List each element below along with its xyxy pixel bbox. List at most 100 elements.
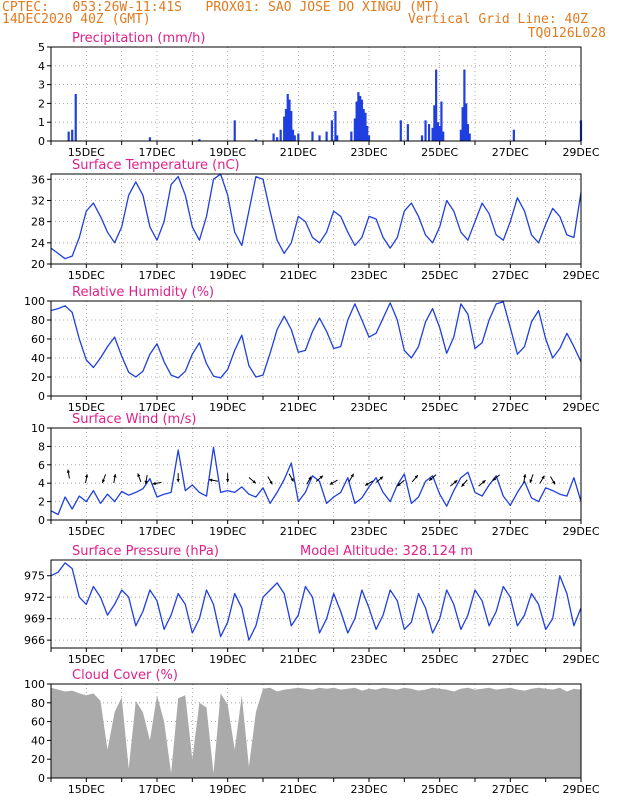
temperature-ytick-label: 36 [31,173,45,186]
precipitation-ytick-label: 2 [38,97,45,110]
pressure-xtick-label: 23DEC [350,653,387,666]
wind-arrow [539,475,545,484]
temperature-xtick-label: 17DEC [138,269,175,282]
precipitation-bar [436,122,439,141]
pressure-xtick-label: 15DEC [68,653,105,666]
precipitation-bar [357,92,360,141]
temperature-xtick-label: 25DEC [421,269,458,282]
wind-arrow [66,469,71,479]
precipitation-bar [334,110,337,141]
wind-xtick-label: 15DEC [68,525,105,538]
precipitation-bar [427,124,431,141]
cloud-ytick-label: 60 [31,716,45,729]
header-location: CPTEC: 053:26W-11:41S PROX01: SAO JOSE D… [2,0,441,15]
header-vertical-grid: Vertical Grid Line: 40Z [407,12,588,27]
humidity-xtick-label: 15DEC [68,401,105,414]
precipitation-bar [350,131,353,141]
pressure-xtick-label: 27DEC [492,653,529,666]
precipitation-bar [286,94,289,141]
cloud-xtick-label: 21DEC [280,783,317,796]
wind-arrow [450,479,458,487]
temperature-series-line [50,173,582,260]
wind-arrow [492,474,500,481]
humidity-xtick-label: 25DEC [421,401,458,414]
wind-arrow [523,474,527,484]
precipitation-bar [420,135,424,141]
precipitation-bar [367,135,371,141]
cloud-title: Cloud Cover (%) [72,668,178,683]
wind-series-line [50,446,582,516]
cloud-xtick-label: 23DEC [350,783,387,796]
wind-arrow [209,478,219,482]
wind-arrow [550,476,556,485]
humidity-ytick-label: 100 [24,295,45,308]
precipitation-bar [318,135,321,141]
cloud-frame [50,683,582,779]
humidity-xtick-label: 19DEC [209,401,246,414]
cloud-ytick-label: 40 [31,734,45,747]
precipitation-bar [297,133,300,141]
precipitation-bar [364,112,367,141]
wind-title: Surface Wind (m/s) [72,412,196,427]
precipitation-bar [440,101,443,141]
pressure-title: Surface Pressure (hPa) [72,544,219,559]
pressure-xtick-label: 19DEC [209,653,246,666]
wind-arrow [225,473,230,483]
precipitation-bar [336,135,339,141]
cloud-xtick-label: 25DEC [421,783,458,796]
precipitation-bar [67,131,70,141]
precipitation-bar [279,129,282,141]
temperature-xtick-label: 29DEC [562,269,599,282]
temperature-ytick-label: 32 [31,194,45,207]
wind-xtick-label: 21DEC [280,525,317,538]
precipitation-bar [254,139,258,141]
wind-arrow [375,476,384,483]
wind-xtick-label: 25DEC [421,525,458,538]
wind-arrow [113,474,117,484]
precipitation-bar [406,124,409,141]
wind-arrow [288,473,294,482]
precipitation-xtick-label: 27DEC [492,146,529,159]
wind-xtick-label: 27DEC [492,525,529,538]
precipitation-bar [435,69,438,141]
precipitation-bar [442,131,445,141]
wind-arrow [176,473,180,483]
precipitation-bar [355,101,358,141]
cloud-xtick-label: 19DEC [209,783,246,796]
pressure-panel: Surface Pressure (hPa) Model Altitude: 32… [24,544,600,666]
precipitation-bar [198,139,201,141]
wind-arrow [306,476,312,485]
precipitation-bar [325,131,328,141]
humidity-ytick-label: 20 [31,371,45,384]
wind-arrow [364,480,374,486]
precipitation-bar [466,124,470,141]
precipitation-xtick-label: 29DEC [562,146,599,159]
wind-arrow [348,473,355,482]
wind-xtick-label: 23DEC [350,525,387,538]
precipitation-xtick-label: 15DEC [68,146,105,159]
humidity-ytick-label: 60 [31,333,45,346]
temperature-title: Surface Temperature (nC) [72,158,240,173]
precipitation-bar [272,133,275,141]
wind-ytick-label: 8 [38,440,45,453]
precipitation-bar [233,120,236,141]
cloud-ytick-label: 0 [38,772,45,785]
wind-arrow [411,474,419,483]
temperature-xtick-label: 21DEC [280,269,317,282]
precipitation-bar [330,120,333,141]
precipitation-ytick-label: 0 [38,135,45,148]
precipitation-xtick-label: 17DEC [138,146,175,159]
precipitation-bar [424,120,427,141]
humidity-xtick-label: 17DEC [138,401,175,414]
precipitation-bar [465,103,468,141]
precipitation-bar [353,118,356,141]
wind-xtick-label: 17DEC [138,525,175,538]
precipitation-bar [359,95,362,141]
wind-frame [50,427,582,521]
pressure-xtick-label: 25DEC [421,653,458,666]
humidity-xtick-label: 27DEC [492,401,529,414]
humidity-frame [50,300,582,397]
precipitation-xtick-label: 21DEC [280,146,317,159]
pressure-ytick-label: 972 [24,591,45,604]
precipitation-title: Precipitation (mm/h) [72,31,205,46]
